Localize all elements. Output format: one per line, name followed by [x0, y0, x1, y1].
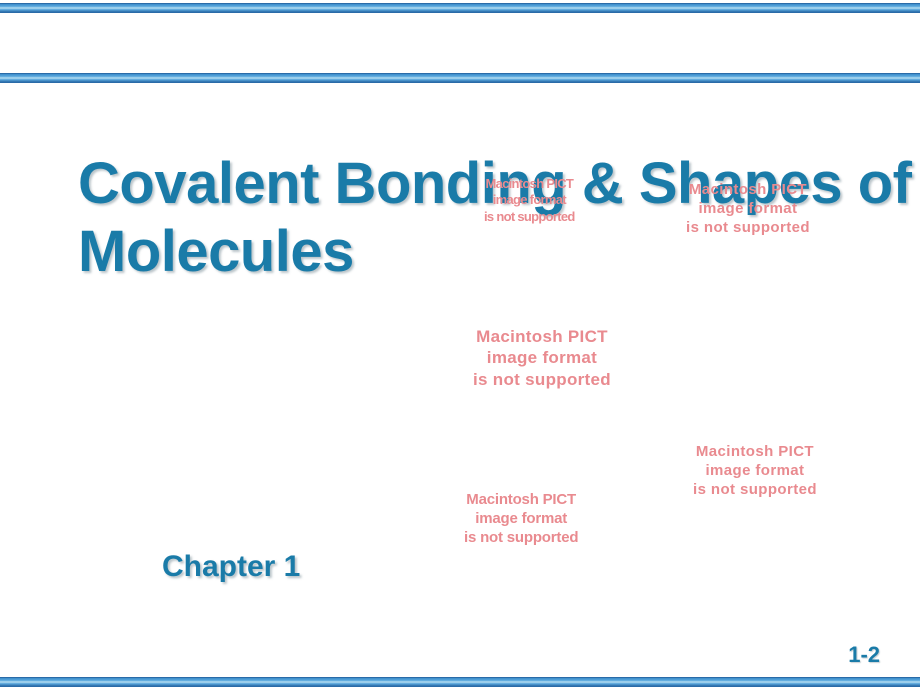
pict-line: is not supported: [484, 209, 575, 224]
pict-line: is not supported: [464, 529, 578, 546]
pict-line: Macintosh PICT: [689, 181, 807, 198]
pict-line: is not supported: [686, 219, 810, 236]
pict-line: image format: [475, 510, 567, 527]
pict-placeholder-5: Macintosh PICT image format is not suppo…: [464, 491, 578, 547]
pict-line: image format: [705, 462, 804, 479]
page-number: 1-2: [848, 642, 880, 668]
pict-placeholder-3: Macintosh PICT image format is not suppo…: [473, 326, 611, 390]
page-number-text: 1-2: [848, 642, 880, 667]
pict-line: is not supported: [693, 481, 817, 498]
pict-placeholder-4: Macintosh PICT image format is not suppo…: [693, 443, 817, 499]
pict-placeholder-1: Macintosh PICT image format is not suppo…: [484, 176, 575, 225]
subtitle-text: Chapter 1: [162, 550, 300, 583]
pict-line: image format: [487, 348, 597, 367]
pict-line: Macintosh PICT: [466, 491, 576, 508]
pict-line: image format: [493, 192, 566, 207]
pict-line: is not supported: [473, 370, 611, 389]
bottom-bar: [0, 677, 920, 687]
top-bar-1: [0, 3, 920, 13]
pict-line: image format: [698, 200, 797, 217]
pict-placeholder-2: Macintosh PICT image format is not suppo…: [686, 181, 810, 237]
slide-subtitle: Chapter 1: [162, 550, 300, 584]
pict-line: Macintosh PICT: [476, 327, 608, 346]
top-bar-2: [0, 73, 920, 83]
pict-line: Macintosh PICT: [485, 176, 573, 191]
pict-line: Macintosh PICT: [696, 443, 814, 460]
